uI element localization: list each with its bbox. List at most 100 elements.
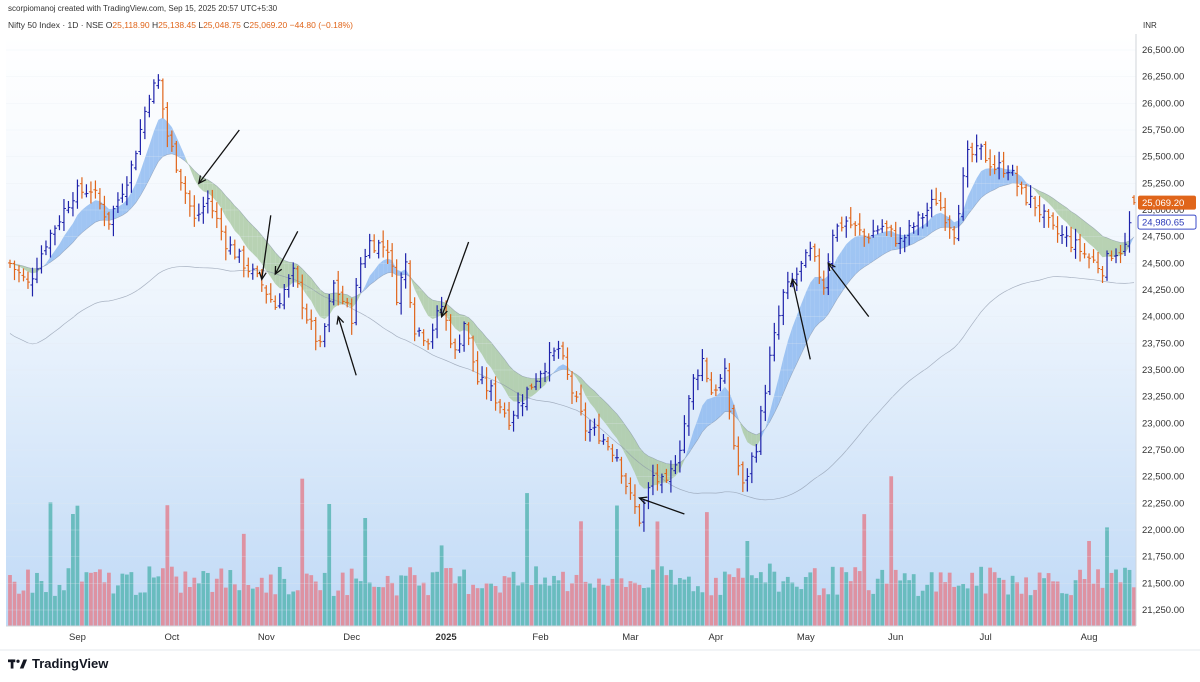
ribbon-segment — [724, 386, 730, 412]
ohlc-bar — [480, 366, 485, 385]
ribbon-segment — [266, 241, 271, 278]
close-value: 25,069.20 — [249, 20, 288, 30]
ribbon-segment — [387, 258, 393, 273]
ohlc-bar — [668, 460, 673, 493]
ohlc-bar — [210, 189, 215, 219]
volume-bar — [75, 505, 80, 626]
ribbon-segment — [324, 293, 330, 320]
ribbon-segment — [882, 231, 887, 256]
ohlc-bar — [826, 253, 831, 296]
currency-label: INR — [1143, 21, 1157, 30]
ohlc-bar — [223, 225, 228, 261]
ribbon-segment — [513, 370, 519, 402]
volume-bar — [26, 569, 30, 626]
ribbon-segment — [1098, 231, 1103, 258]
volume-bar — [340, 572, 345, 626]
volume-bar — [902, 573, 907, 626]
volume-bar — [421, 582, 426, 626]
ribbon-segment — [450, 307, 456, 329]
volume-bar — [520, 582, 525, 626]
volume-bar — [570, 583, 574, 626]
ohlc-bar — [880, 219, 885, 233]
ribbon-segment — [122, 199, 127, 216]
volume-bar — [1109, 572, 1114, 626]
ribbon-segment — [302, 268, 307, 296]
ribbon-segment — [589, 387, 595, 409]
x-tick-label: Mar — [622, 632, 638, 643]
ohlc-bar — [381, 230, 386, 258]
volume-bar — [205, 572, 210, 626]
ribbon-segment — [1111, 239, 1117, 257]
volume-bar — [102, 582, 107, 626]
volume-bar — [201, 571, 206, 626]
ribbon-segment — [729, 392, 734, 415]
volume-bar — [862, 514, 867, 626]
ohlc-bar — [66, 200, 71, 214]
volume-bar — [295, 590, 300, 626]
ohlc-bar — [938, 192, 943, 211]
ohlc-bar — [970, 142, 975, 163]
ribbon-segment — [239, 210, 244, 243]
ribbon-segment — [1071, 211, 1076, 231]
ohlc-bar — [363, 248, 368, 268]
ohlc-bar — [408, 260, 413, 308]
volume-bar — [799, 589, 804, 626]
ribbon-segment — [68, 223, 73, 247]
volume-bar — [660, 566, 664, 626]
volume-bar — [704, 512, 709, 626]
ohlc-bar — [561, 341, 566, 360]
volume-bar — [116, 585, 120, 626]
volume-bar — [345, 595, 350, 626]
close-label: C — [243, 20, 250, 30]
volume-bar — [133, 594, 138, 626]
volume-bar — [156, 576, 161, 626]
ohlc-bar — [1082, 243, 1087, 259]
ohlc-bar — [1001, 151, 1006, 178]
y-tick-label: 22,250.00 — [1142, 498, 1184, 509]
ohlc-bar — [52, 225, 57, 246]
volume-bar — [776, 591, 781, 626]
ohlc-bar — [97, 188, 102, 210]
ohlc-bar — [902, 234, 907, 253]
volume-bar — [125, 574, 129, 626]
ohlc-bar — [1042, 204, 1047, 228]
ribbon-segment — [126, 192, 132, 213]
ohlc-bar — [511, 410, 516, 432]
tradingview-brand[interactable]: TradingView — [8, 656, 108, 671]
volume-bar — [228, 570, 233, 626]
ribbon-segment — [536, 378, 541, 394]
tradingview-logo-icon — [8, 658, 28, 669]
volume-bar — [583, 581, 588, 626]
volume-bar — [1100, 587, 1105, 626]
ohlc-bar — [421, 329, 426, 346]
ohlc-bar — [623, 473, 628, 495]
trend-arrow — [261, 215, 272, 280]
volume-bar — [642, 588, 646, 626]
ohlc-bar — [781, 289, 786, 326]
ohlc-bar — [111, 205, 116, 237]
ribbon-segment — [949, 217, 955, 229]
x-tick-label: Nov — [258, 632, 275, 643]
ribbon-segment — [913, 228, 919, 244]
ribbon-segment — [72, 215, 78, 243]
ohlc-bar — [700, 349, 705, 382]
ribbon-segment — [158, 117, 163, 162]
ribbon-segment — [473, 321, 478, 349]
ribbon-segment — [819, 277, 824, 323]
volume-bar — [12, 581, 17, 626]
x-tick-label: Feb — [532, 632, 548, 643]
symbol-label[interactable]: Nifty 50 Index · 1D · NSE — [8, 20, 104, 30]
ohlc-bar — [884, 220, 889, 237]
ohlc-bar — [1028, 185, 1033, 208]
volume-bar — [610, 578, 615, 626]
ribbon-segment — [446, 303, 451, 323]
ribbon-segment — [630, 432, 635, 474]
ohlc-bar — [763, 384, 768, 422]
ribbon-segment — [423, 291, 429, 316]
ribbon-segment — [756, 432, 761, 447]
ohlc-bar — [740, 461, 745, 493]
volume-bar — [444, 568, 449, 626]
volume-bar — [327, 504, 332, 626]
ribbon-segment — [936, 212, 941, 230]
